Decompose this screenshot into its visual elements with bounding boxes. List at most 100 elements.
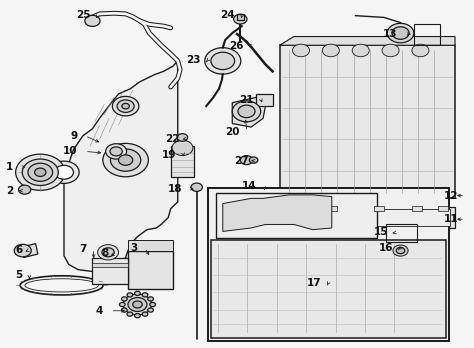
Text: 5: 5 — [15, 270, 22, 280]
Circle shape — [292, 44, 310, 57]
Text: 1: 1 — [6, 162, 13, 172]
Text: 20: 20 — [225, 127, 240, 136]
Circle shape — [177, 134, 188, 141]
Circle shape — [172, 140, 193, 156]
Circle shape — [35, 168, 46, 176]
Circle shape — [148, 297, 154, 301]
Circle shape — [14, 244, 31, 257]
Circle shape — [118, 155, 133, 165]
Bar — [386, 224, 417, 242]
Text: 23: 23 — [186, 55, 201, 65]
Text: 7: 7 — [79, 244, 86, 254]
Bar — [412, 206, 422, 211]
Bar — [414, 24, 440, 45]
Circle shape — [392, 27, 409, 39]
Circle shape — [49, 161, 79, 183]
Circle shape — [112, 96, 139, 116]
Circle shape — [135, 314, 140, 318]
Bar — [208, 188, 449, 341]
Circle shape — [211, 52, 235, 70]
Circle shape — [85, 15, 100, 26]
Text: 17: 17 — [307, 278, 321, 287]
Bar — [211, 240, 446, 338]
Circle shape — [117, 100, 134, 112]
Polygon shape — [280, 37, 455, 45]
Bar — [438, 206, 448, 211]
Circle shape — [128, 298, 147, 311]
Polygon shape — [232, 97, 265, 127]
Circle shape — [412, 44, 429, 57]
Text: 14: 14 — [242, 181, 257, 191]
Circle shape — [28, 163, 53, 181]
Text: 16: 16 — [379, 243, 393, 253]
Circle shape — [238, 105, 255, 118]
Circle shape — [103, 143, 148, 177]
Circle shape — [122, 103, 129, 109]
Text: 24: 24 — [220, 10, 235, 19]
Bar — [128, 251, 173, 289]
Text: 9: 9 — [71, 131, 78, 141]
Text: 12: 12 — [443, 191, 458, 200]
Bar — [374, 206, 384, 211]
Text: 26: 26 — [229, 41, 244, 51]
Polygon shape — [223, 195, 332, 231]
Circle shape — [98, 245, 118, 260]
Polygon shape — [256, 94, 273, 106]
Text: 19: 19 — [162, 150, 176, 160]
Circle shape — [119, 302, 125, 307]
Text: 18: 18 — [168, 184, 182, 193]
Text: 13: 13 — [383, 29, 397, 39]
Circle shape — [102, 248, 114, 257]
Polygon shape — [280, 45, 455, 198]
Circle shape — [16, 154, 65, 190]
Circle shape — [142, 312, 148, 316]
Text: 4: 4 — [96, 306, 103, 316]
Bar — [92, 258, 128, 284]
Text: 21: 21 — [239, 95, 254, 105]
Bar — [128, 240, 173, 251]
Text: 8: 8 — [102, 248, 109, 258]
Circle shape — [387, 23, 414, 43]
Circle shape — [382, 44, 399, 57]
Circle shape — [55, 165, 73, 179]
Text: 2: 2 — [6, 186, 13, 196]
Circle shape — [205, 48, 241, 74]
Circle shape — [142, 293, 148, 297]
Text: 10: 10 — [63, 147, 78, 156]
Circle shape — [110, 147, 122, 156]
Text: 27: 27 — [234, 156, 248, 166]
Text: 22: 22 — [165, 134, 180, 143]
Text: 3: 3 — [130, 243, 137, 253]
Bar — [171, 146, 194, 177]
Text: 15: 15 — [374, 228, 389, 237]
Circle shape — [234, 14, 247, 24]
Circle shape — [110, 149, 141, 171]
Bar — [216, 193, 377, 238]
Text: 11: 11 — [443, 214, 458, 224]
Bar — [92, 263, 128, 267]
Polygon shape — [21, 244, 38, 258]
Circle shape — [249, 157, 258, 163]
Bar — [284, 209, 450, 226]
Circle shape — [352, 44, 369, 57]
Circle shape — [121, 297, 127, 301]
Circle shape — [232, 101, 261, 122]
Circle shape — [127, 293, 133, 297]
Circle shape — [133, 301, 142, 308]
Bar — [327, 206, 337, 211]
Polygon shape — [64, 61, 178, 271]
Text: 25: 25 — [76, 10, 91, 19]
Circle shape — [22, 159, 58, 185]
Circle shape — [123, 294, 152, 315]
Circle shape — [135, 291, 140, 295]
Circle shape — [121, 308, 127, 312]
Circle shape — [240, 156, 253, 165]
Circle shape — [18, 185, 31, 194]
Bar — [237, 14, 244, 20]
Text: 6: 6 — [15, 245, 22, 255]
Circle shape — [322, 44, 339, 57]
Circle shape — [150, 302, 155, 307]
Bar — [280, 207, 455, 228]
Circle shape — [106, 144, 127, 159]
Circle shape — [191, 183, 202, 191]
